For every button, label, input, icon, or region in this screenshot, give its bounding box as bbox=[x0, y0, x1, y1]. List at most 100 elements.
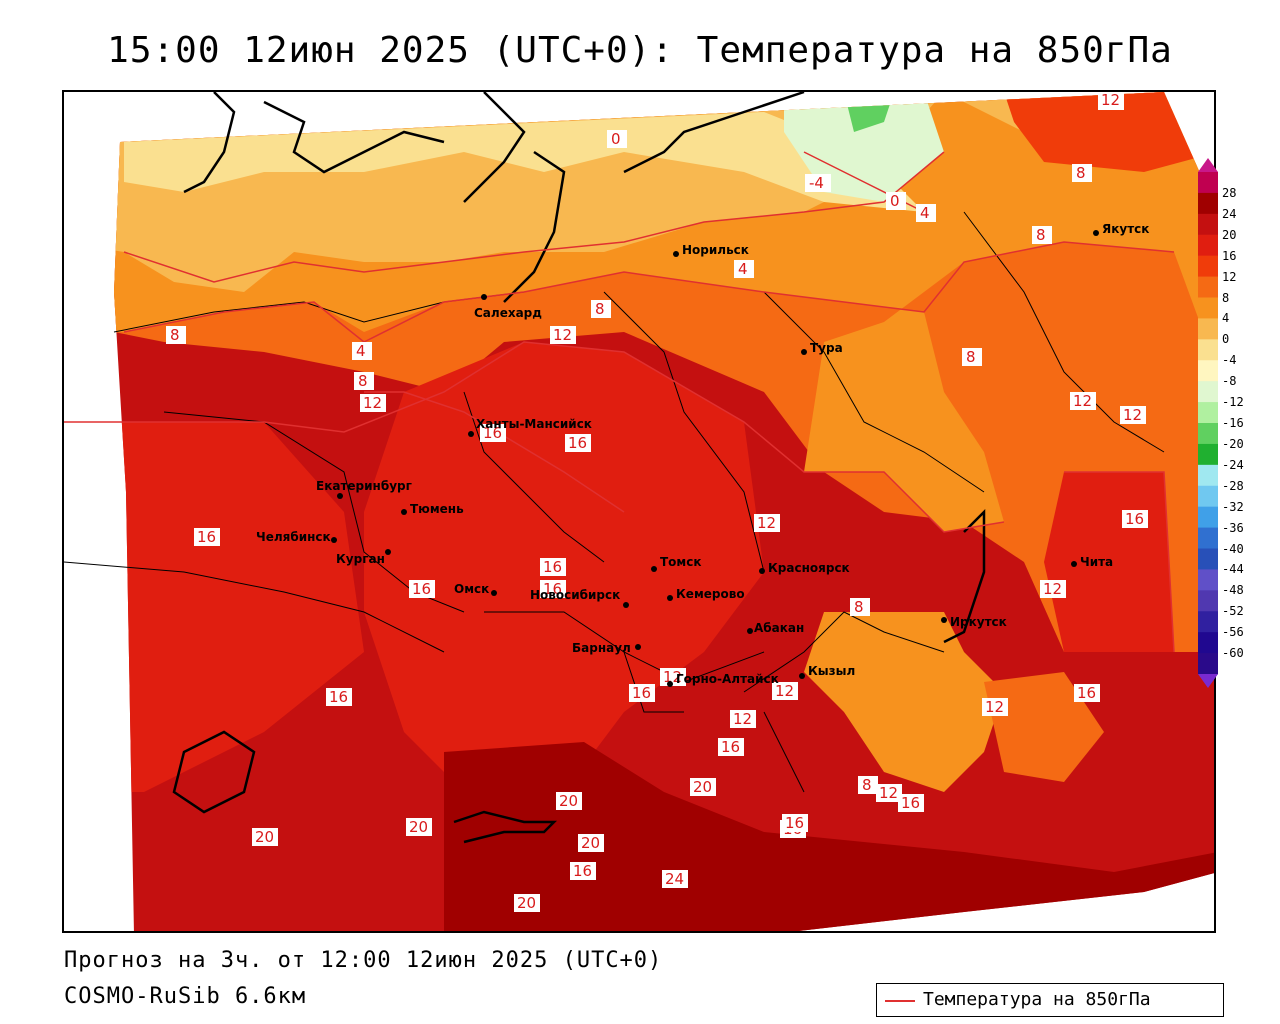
svg-text:-4: -4 bbox=[809, 174, 824, 192]
colorbar-band bbox=[1198, 653, 1218, 675]
iso-label: 16 bbox=[718, 738, 744, 756]
svg-text:12: 12 bbox=[1043, 580, 1062, 598]
iso-label: 16 bbox=[570, 862, 596, 880]
iso-label: 8 bbox=[962, 348, 982, 366]
fill-0-2 bbox=[124, 112, 924, 212]
svg-text:12: 12 bbox=[663, 668, 682, 686]
city-norilsk[interactable]: Норильск bbox=[673, 243, 749, 257]
iso-label: 4 bbox=[734, 260, 754, 278]
svg-text:16: 16 bbox=[632, 684, 651, 702]
iso-label: 16 bbox=[565, 434, 591, 452]
city-gorno-altaysk[interactable]: Горно-Алтайск bbox=[667, 672, 779, 687]
svg-text:4: 4 bbox=[920, 204, 930, 222]
colorbar-band bbox=[1198, 339, 1218, 361]
colorbar-band bbox=[1198, 443, 1218, 466]
iso-label: 12 bbox=[1120, 406, 1146, 424]
colorbar-label: -44 bbox=[1222, 562, 1244, 577]
svg-text:12: 12 bbox=[879, 784, 898, 802]
city-kemerovo[interactable]: Кемерово bbox=[667, 587, 745, 601]
colorbar-label: -28 bbox=[1222, 478, 1244, 493]
iso-label: -4 bbox=[805, 174, 831, 192]
iso-label: 12 bbox=[982, 698, 1008, 716]
svg-text:Курган: Курган bbox=[336, 552, 385, 566]
city-abakan[interactable]: Абакан bbox=[747, 621, 804, 635]
iso-label: 12 bbox=[1070, 392, 1096, 410]
colorbar-label: -60 bbox=[1222, 646, 1244, 661]
colorbar-label: -24 bbox=[1222, 457, 1244, 472]
iso-label: 8 bbox=[858, 776, 878, 794]
city-yekaterinburg[interactable]: Екатеринбург bbox=[316, 479, 412, 499]
city-krasnoyarsk[interactable]: Красноярск bbox=[759, 561, 850, 575]
svg-text:8: 8 bbox=[1076, 164, 1086, 182]
colorbar-label: -32 bbox=[1222, 499, 1244, 514]
colorbar bbox=[1198, 158, 1218, 688]
city-chelyabinsk[interactable]: Челябинск bbox=[256, 530, 337, 544]
svg-text:Иркутск: Иркутск bbox=[950, 615, 1007, 629]
colorbar-label: 16 bbox=[1222, 248, 1237, 263]
colorbar-label: 28 bbox=[1222, 185, 1237, 200]
colorbar-label: -48 bbox=[1222, 583, 1244, 598]
svg-text:12: 12 bbox=[775, 682, 794, 700]
svg-text:Ханты-Мансийск: Ханты-Мансийск bbox=[476, 417, 592, 431]
colorbar-label: 20 bbox=[1222, 227, 1237, 242]
colorbar-label: 12 bbox=[1222, 269, 1237, 284]
city-kurgan[interactable]: Курган bbox=[336, 549, 391, 566]
colorbar-label: -8 bbox=[1222, 374, 1237, 389]
city-kyzyl[interactable]: Кызыл bbox=[799, 664, 855, 679]
svg-text:16: 16 bbox=[412, 580, 431, 598]
city-yakutsk[interactable]: Якутск bbox=[1093, 222, 1149, 236]
svg-text:8: 8 bbox=[854, 598, 864, 616]
city-khanty-mansiysk[interactable]: Ханты-Мансийск bbox=[468, 417, 592, 437]
city-tomsk[interactable]: Томск bbox=[651, 555, 702, 572]
iso-label: 0 bbox=[607, 130, 627, 148]
svg-text:8: 8 bbox=[862, 776, 872, 794]
temperature-map: 0 -4 0 4 4 8 12 8 4 8 12 16 16 12 8 8 12… bbox=[64, 92, 1214, 931]
city-barnaul[interactable]: Барнаул bbox=[572, 641, 641, 655]
city-novosibirsk[interactable]: Новосибирск bbox=[530, 588, 629, 608]
svg-text:Кызыл: Кызыл bbox=[808, 664, 855, 678]
city-irkutsk[interactable]: Иркутск bbox=[941, 615, 1007, 629]
svg-text:16: 16 bbox=[568, 434, 587, 452]
colorbar-label: -12 bbox=[1222, 395, 1244, 410]
colorbar-label: 0 bbox=[1222, 332, 1230, 347]
iso-label: 20 bbox=[556, 792, 582, 810]
legend: Температура на 850гПа bbox=[876, 983, 1224, 1017]
svg-text:Барнаул: Барнаул bbox=[572, 641, 631, 655]
iso-label: 12 bbox=[876, 784, 902, 802]
city-salekhard[interactable]: Салехард bbox=[474, 294, 542, 320]
colorbar-band bbox=[1198, 548, 1218, 570]
svg-text:8: 8 bbox=[170, 326, 180, 344]
iso-label: 16 bbox=[540, 580, 566, 598]
svg-text:Кемерово: Кемерово bbox=[676, 587, 745, 601]
iso-label: 16 bbox=[480, 424, 506, 442]
map-area[interactable]: 0 -4 0 4 4 8 12 8 4 8 12 16 16 12 8 8 12… bbox=[62, 90, 1216, 933]
iso-label: 8 bbox=[1032, 226, 1052, 244]
colorbar-band bbox=[1198, 611, 1218, 633]
city-omsk[interactable]: Омск bbox=[454, 582, 497, 596]
iso-label: 4 bbox=[916, 204, 936, 222]
svg-text:8: 8 bbox=[595, 300, 605, 318]
iso-label: 8 bbox=[850, 598, 870, 616]
svg-text:16: 16 bbox=[573, 862, 592, 880]
svg-text:Чита: Чита bbox=[1080, 555, 1113, 569]
city-chita[interactable]: Чита bbox=[1071, 555, 1113, 569]
fill-12-ne bbox=[1004, 92, 1214, 172]
fill-16-west bbox=[114, 422, 364, 792]
svg-text:12: 12 bbox=[1101, 92, 1120, 109]
svg-text:8: 8 bbox=[358, 372, 368, 390]
city-tyumen[interactable]: Тюмень bbox=[401, 502, 464, 516]
svg-text:Новосибирск: Новосибирск bbox=[530, 588, 620, 602]
iso-label: 12 bbox=[772, 682, 798, 700]
isotherm-lines bbox=[64, 151, 1175, 653]
svg-text:Омск: Омск bbox=[454, 582, 489, 596]
colorbar-band bbox=[1198, 590, 1218, 612]
map-title: 15:00 12июн 2025 (UTC+0): Температура на… bbox=[107, 30, 1173, 71]
colorbar-band bbox=[1198, 360, 1218, 382]
iso-label: 8 bbox=[354, 372, 374, 390]
iso-label: 12 bbox=[1098, 92, 1124, 110]
fill-16-center bbox=[364, 342, 764, 812]
iso-label: 8 bbox=[591, 300, 611, 318]
svg-text:Салехард: Салехард bbox=[474, 306, 542, 320]
city-tura[interactable]: Тура bbox=[801, 341, 843, 355]
svg-text:16: 16 bbox=[901, 794, 920, 812]
